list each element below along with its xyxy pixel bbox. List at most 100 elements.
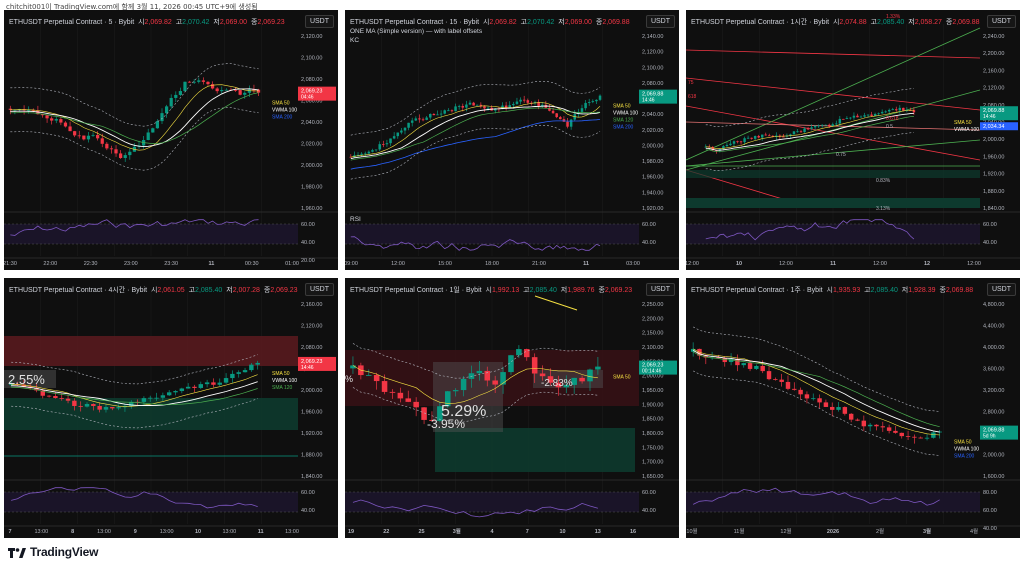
currency-button[interactable]: USDT: [304, 15, 334, 28]
indicator-legend[interactable]: ONE MA (Simple version) — with label off…: [350, 28, 483, 35]
price-tick: 1,920.00: [301, 431, 322, 437]
price-tick: 4,800.00: [983, 302, 1004, 308]
price-tick: 2,040.00: [301, 120, 322, 126]
price-tick: 2,000.00: [983, 453, 1004, 459]
candle: [739, 141, 743, 143]
c-value: 2,069.88: [945, 287, 974, 294]
candle: [452, 390, 459, 392]
rsi-band: [686, 492, 980, 512]
rsi-legend[interactable]: RSI: [350, 216, 361, 223]
candle: [711, 147, 715, 151]
last-price: 2,069.23: [301, 89, 322, 95]
candle: [400, 130, 403, 133]
grid-lines: [40, 24, 262, 256]
candle: [63, 122, 68, 127]
currency-button[interactable]: USDT: [304, 283, 334, 296]
candle: [356, 154, 360, 156]
candle: [867, 424, 873, 427]
candle: [206, 81, 210, 85]
candle: [392, 136, 396, 139]
candle: [436, 114, 439, 116]
candle: [877, 113, 880, 115]
candle: [486, 107, 490, 109]
candle: [533, 101, 537, 103]
candle: [736, 141, 739, 143]
last-price: 2,069.88: [642, 92, 663, 98]
ma-line: [10, 88, 259, 148]
last-price-tag: [980, 425, 1018, 440]
candle: [389, 138, 392, 144]
rsi-tick: 40.00: [642, 240, 656, 246]
candle: [494, 108, 497, 111]
candle: [547, 376, 554, 383]
chart-panel-p1d[interactable]: ETHUSDT Perpetual Contract · 1일 · Bybit …: [345, 278, 679, 538]
l-label: 저: [556, 19, 565, 26]
rsi-pane: [345, 491, 639, 518]
symbol-title: ETHUSDT Perpetual Contract · 1일 · Bybit: [350, 287, 482, 294]
c-label: 종: [249, 19, 258, 26]
candle: [100, 138, 104, 144]
chart-title: ETHUSDT Perpetual Contract · 5 · Bybit 시…: [9, 17, 285, 27]
candle: [866, 114, 870, 116]
candle: [591, 101, 595, 103]
rsi-line: [350, 236, 601, 251]
candle: [785, 381, 791, 389]
ma-line: [705, 112, 914, 151]
candle: [40, 390, 45, 396]
candle: [760, 365, 765, 372]
chart-panel-p1h[interactable]: ETHUSDT Perpetual Contract · 1시간 · Bybit…: [686, 10, 1020, 270]
price-tick: 1,940.00: [642, 190, 663, 196]
chart-panel-p4h[interactable]: ETHUSDT Perpetual Contract · 4시간 · Bybit…: [4, 278, 338, 538]
time-tick: 13: [595, 529, 601, 535]
chart-panel-p5m[interactable]: ETHUSDT Perpetual Contract · 5 · Bybit 시…: [4, 10, 338, 270]
candle: [893, 430, 898, 433]
time-tick: 13:00: [285, 529, 299, 535]
l-value: 2,007.28: [232, 287, 260, 294]
o-label: 시: [831, 19, 840, 26]
candle: [870, 114, 873, 116]
fib-line: [686, 27, 981, 161]
candle: [374, 149, 378, 151]
candle: [148, 397, 153, 399]
candle: [874, 424, 879, 427]
keltner-channel: [11, 354, 258, 429]
candle: [210, 84, 215, 89]
currency-button[interactable]: USDT: [645, 283, 675, 296]
h-label: 고: [186, 287, 196, 294]
ma-label: SMA 50: [954, 440, 972, 446]
chart-title: ETHUSDT Perpetual Contract · 15 · Bybit …: [350, 17, 630, 27]
h-label: 고: [518, 19, 528, 26]
chart-panel-p15m[interactable]: ETHUSDT Perpetual Contract · 15 · Bybit …: [345, 10, 679, 270]
candle: [68, 126, 72, 132]
candle: [577, 111, 580, 115]
candle: [166, 392, 172, 396]
symbol-title: ETHUSDT Perpetual Contract · 1주 · Bybit: [691, 287, 823, 294]
candle: [198, 384, 204, 388]
candle: [54, 119, 58, 121]
candle: [811, 398, 816, 400]
ma-label: SMA 50: [613, 375, 631, 381]
symbol-title: ETHUSDT Perpetual Contract · 5 · Bybit: [9, 19, 135, 26]
fib-line: [686, 105, 981, 161]
ma-line: [350, 102, 601, 158]
candle: [537, 101, 540, 107]
h-value: 2,085.40: [877, 19, 905, 26]
candle: [562, 119, 566, 122]
candle: [371, 150, 374, 152]
chart-panel-p1w[interactable]: ETHUSDT Perpetual Contract · 1주 · Bybit …: [686, 278, 1020, 538]
indicator-legend[interactable]: KC: [350, 37, 360, 44]
price-tick: 1,840.00: [301, 474, 322, 480]
keltner-channel: [10, 63, 259, 171]
candle: [367, 151, 371, 154]
currency-button[interactable]: USDT: [986, 15, 1016, 28]
currency-button[interactable]: USDT: [645, 15, 675, 28]
chart-title: ETHUSDT Perpetual Contract · 1주 · Bybit …: [691, 285, 973, 295]
currency-button[interactable]: USDT: [986, 283, 1016, 296]
candle: [539, 373, 546, 377]
candle: [842, 118, 845, 120]
candle: [884, 111, 887, 113]
candle: [96, 134, 100, 139]
rsi-tick: 60.00: [983, 508, 997, 514]
candle: [155, 121, 160, 129]
last-price-tag: [639, 360, 677, 375]
